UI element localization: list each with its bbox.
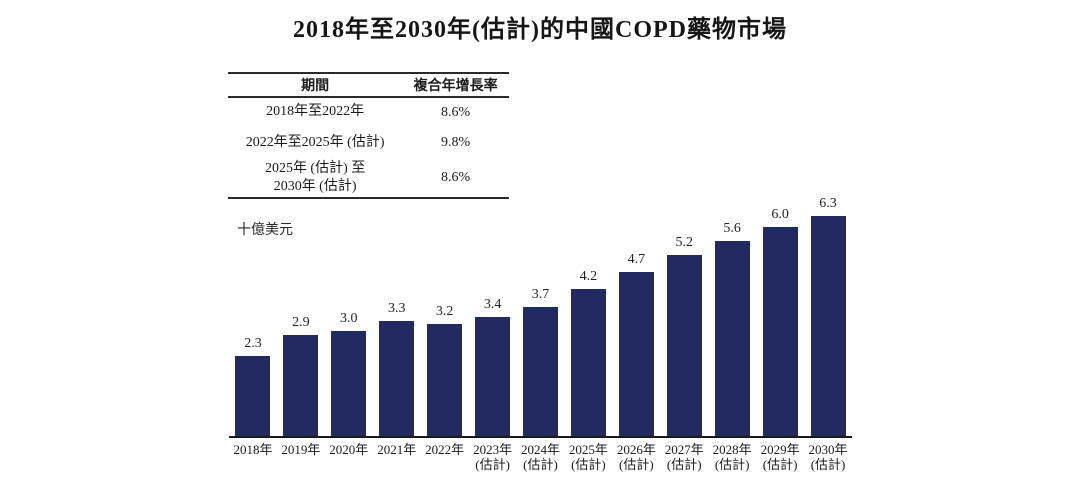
x-axis-label-year: 2028年 — [712, 442, 752, 457]
bar-slot: 3.7 — [517, 287, 565, 436]
x-axis-label: 2030年 (估計) — [804, 442, 852, 472]
x-axis-label: 2026年 (估計) — [612, 442, 660, 472]
bar-2029年 — [762, 227, 798, 436]
x-axis-label: 2020年 — [325, 442, 373, 472]
x-axis-label-year: 2018年 — [233, 442, 273, 457]
bar-2026年 — [618, 272, 654, 436]
x-axis-label-year: 2021年 — [377, 442, 417, 457]
bar-2022年 — [427, 324, 463, 436]
x-axis-label: 2025年 (估計) — [564, 442, 612, 472]
x-axis-label-estimate-note: (估計) — [714, 457, 750, 472]
chart-title: 2018年至2030年(估計)的中國COPD藥物市場 — [293, 17, 787, 43]
x-axis-label-year: 2030年 — [808, 442, 848, 457]
x-axis-label-year: 2022年 — [425, 442, 465, 457]
bar-slot: 3.0 — [325, 311, 373, 436]
x-axis-label-year: 2029年 — [760, 442, 800, 457]
bar-slot: 2.9 — [277, 315, 325, 436]
bar-value-label: 3.0 — [340, 311, 358, 326]
x-axis-label: 2022年 — [421, 442, 469, 472]
bar-value-label: 3.7 — [531, 287, 550, 302]
x-axis-label-estimate-note: (估計) — [762, 457, 798, 472]
bar-value-label: 6.3 — [819, 196, 837, 211]
bar-2027年 — [666, 255, 702, 436]
x-axis-label: 2021年 — [373, 442, 421, 472]
cagr-value-cell: 9.8% — [441, 135, 471, 150]
bar-slot: 6.3 — [804, 196, 852, 436]
cagr-period-cell: 2018年至2022年 — [266, 104, 365, 120]
bar-value-label: 6.0 — [771, 207, 789, 222]
x-axis-label: 2019年 — [277, 442, 325, 472]
x-axis-label: 2018年 — [229, 442, 277, 472]
bar-slot: 3.2 — [421, 304, 469, 436]
x-axis-labels: 2018年 2019年 2020年 2021年 2022年 2023年 (估計) 2024年(… — [229, 442, 852, 472]
x-axis-label-estimate-note: (估計) — [523, 457, 558, 472]
y-axis-unit-label: 十億美元 — [237, 223, 293, 238]
cagr-table-header-cagr: 複合年增長率 — [413, 79, 498, 94]
x-axis-label-year: 2025年 — [568, 442, 608, 457]
x-axis-label: 2023年 (估計) — [469, 442, 517, 472]
bar-chart-plot-area: 2.3 2.9 3.0 3.3 3.2 3.4 3.7 4.2 4.7 5.2 5.6 6.0 6.3 — [229, 196, 852, 438]
x-axis-label-year: 2019年 — [281, 442, 321, 457]
bar-2020年 — [331, 331, 367, 436]
cagr-table-header-row: 期間 複合年增長率 — [228, 74, 509, 98]
bar-2023年 — [475, 317, 511, 436]
bar-2025年 — [570, 289, 606, 436]
bar-slot: 3.4 — [469, 297, 517, 436]
bar-slot: 5.2 — [660, 235, 708, 436]
x-axis-label-year: 2024年 — [520, 442, 560, 457]
bar-value-label: 3.4 — [483, 297, 502, 312]
x-axis-label: 2029年 (估計) — [756, 442, 804, 472]
bar-2019年 — [283, 335, 319, 436]
bar-slot: 3.3 — [373, 301, 421, 436]
bar-slot: 5.6 — [708, 221, 756, 436]
cagr-table-row: 2022年至2025年 (估計) 9.8% — [228, 127, 509, 159]
bar-2021年 — [379, 321, 415, 436]
bar-2028年 — [714, 241, 750, 436]
cagr-period-cell: 2025年 (估計) 至 2030年 (估計) — [264, 160, 366, 194]
cagr-table-row: 2025年 (估計) 至 2030年 (估計) 8.6% — [228, 159, 509, 197]
x-axis-label-year: 2020年 — [329, 442, 369, 457]
bar-value-label: 2.3 — [244, 336, 262, 351]
bar-value-label: 4.7 — [627, 252, 646, 267]
x-axis-label: 2028年 (估計) — [708, 442, 756, 472]
bar-value-label: 2.9 — [292, 315, 310, 330]
x-axis-label: 2027年 (估計) — [660, 442, 708, 472]
x-axis-label-estimate-note: (估計) — [810, 457, 846, 472]
x-axis-label-year: 2023年 — [473, 442, 513, 457]
bar-slot: 4.7 — [612, 252, 660, 436]
bar-2030年 — [810, 216, 846, 436]
cagr-value-cell: 8.6% — [441, 170, 471, 185]
x-axis-label-estimate-note: (估計) — [619, 457, 654, 472]
x-axis-label: 2024年 (估計) — [517, 442, 565, 472]
bar-2024年 — [522, 307, 558, 436]
bar-value-label: 5.2 — [675, 235, 694, 250]
bar-2018年 — [235, 356, 271, 436]
bar-value-label: 5.6 — [723, 221, 741, 236]
cagr-table-row: 2018年至2022年 8.6% — [228, 98, 509, 127]
bar-slot: 6.0 — [756, 207, 804, 436]
cagr-table-header-period: 期間 — [301, 79, 330, 94]
x-axis-label-estimate-note: (估計) — [666, 457, 702, 472]
cagr-value-cell: 8.6% — [441, 104, 471, 120]
cagr-table: 期間 複合年增長率 2018年至2022年 8.6% 2022年至2025年 (估計… — [228, 72, 509, 199]
bar-value-label: 3.2 — [435, 304, 454, 319]
bar-slot: 2.3 — [229, 336, 277, 436]
bar-value-label: 3.3 — [387, 301, 406, 316]
bar-value-label: 4.2 — [579, 269, 598, 284]
bar-slot: 4.2 — [564, 269, 612, 436]
x-axis-label-year: 2027年 — [664, 442, 704, 457]
x-axis-label-estimate-note: (估計) — [475, 457, 510, 472]
x-axis-label-year: 2026年 — [616, 442, 656, 457]
x-axis-label-estimate-note: (估計) — [571, 457, 606, 472]
cagr-table-body: 2018年至2022年 8.6% 2022年至2025年 (估計) 9.8% 2025年… — [228, 98, 509, 197]
cagr-period-cell: 2022年至2025年 (估計) — [245, 134, 385, 150]
